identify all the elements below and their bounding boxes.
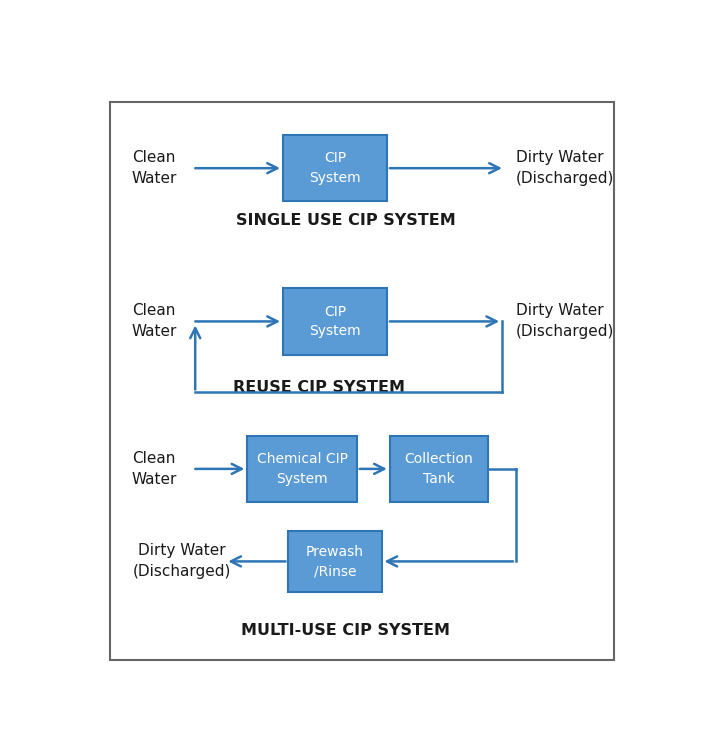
Text: Prewash
/Rinse: Prewash /Rinse bbox=[306, 544, 364, 578]
Text: Clean
Water: Clean Water bbox=[132, 150, 177, 186]
Text: REUSE CIP SYSTEM: REUSE CIP SYSTEM bbox=[233, 381, 404, 396]
Text: Dirty Water
(Discharged): Dirty Water (Discharged) bbox=[516, 303, 614, 339]
Text: Dirty Water
(Discharged): Dirty Water (Discharged) bbox=[132, 544, 230, 580]
Bar bbox=[283, 288, 387, 354]
Text: Dirty Water
(Discharged): Dirty Water (Discharged) bbox=[516, 150, 614, 186]
Text: MULTI-USE CIP SYSTEM: MULTI-USE CIP SYSTEM bbox=[241, 623, 450, 638]
Text: Clean
Water: Clean Water bbox=[132, 451, 177, 487]
Text: Collection
Tank: Collection Tank bbox=[404, 452, 474, 486]
FancyBboxPatch shape bbox=[110, 101, 614, 659]
Text: Chemical CIP
System: Chemical CIP System bbox=[257, 452, 348, 486]
Bar bbox=[247, 436, 357, 502]
Bar bbox=[390, 436, 489, 502]
Bar bbox=[288, 531, 382, 592]
Text: CIP
System: CIP System bbox=[309, 152, 361, 185]
Text: SINGLE USE CIP SYSTEM: SINGLE USE CIP SYSTEM bbox=[236, 213, 456, 228]
Text: CIP
System: CIP System bbox=[309, 305, 361, 338]
Bar bbox=[283, 135, 387, 201]
Text: Clean
Water: Clean Water bbox=[132, 303, 177, 339]
